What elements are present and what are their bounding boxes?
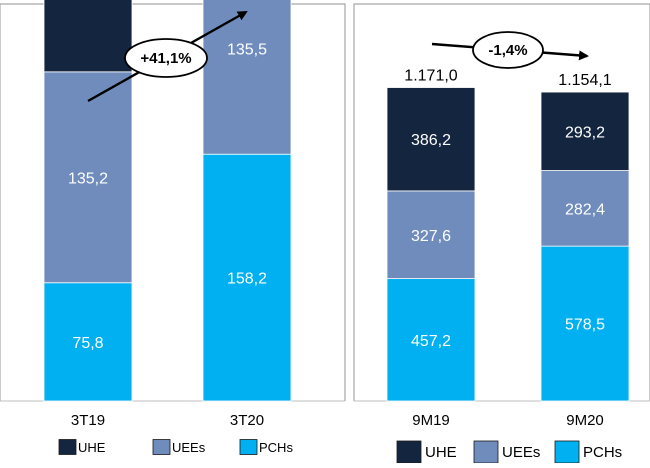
- legend-swatch-pchs: [239, 439, 258, 455]
- data-label-pchs-9m19: 457,2: [411, 333, 451, 350]
- legend-swatch-uhe: [396, 440, 422, 464]
- data-label-uees-9m19: 327,6: [411, 228, 451, 245]
- data-label-uees-3t19: 135,2: [68, 170, 108, 187]
- category-label-9m19: 9M19: [412, 412, 450, 429]
- legend-swatch-uees: [152, 439, 171, 455]
- growth-badge: [124, 38, 208, 78]
- data-label-pchs-3t19: 75,8: [72, 335, 103, 352]
- bar-segment-uhe-9m20: [540, 91, 630, 171]
- bar-segment-pchs-9m19: [386, 278, 476, 402]
- category-label-3t19: 3T19: [71, 412, 105, 429]
- legend-swatch-uees: [473, 440, 499, 464]
- data-label-pchs-9m20: 578,5: [565, 317, 605, 334]
- legend-swatch-pchs: [554, 440, 580, 464]
- legend-label-uhe: UHE: [78, 440, 106, 455]
- data-label-pchs-3t20: 158,2: [227, 271, 267, 288]
- legend-label-uees: UEEs: [172, 440, 206, 455]
- legend-label-pchs: PCHs: [583, 444, 622, 461]
- bar-segment-uees-9m20: [540, 170, 630, 247]
- panel-frame: [0, 3, 346, 401]
- category-label-9m20: 9M20: [566, 412, 604, 429]
- bar-segment-pchs-3t20: [202, 153, 292, 402]
- growth-badge: [472, 31, 544, 69]
- bar-segment-uees-3t19: [43, 71, 133, 284]
- data-label-uees-3t20: 135,5: [227, 42, 267, 59]
- panel-frame: [353, 3, 650, 401]
- total-label-9m19: 1.171,0: [404, 68, 457, 85]
- total-label-9m20: 1.154,1: [558, 72, 611, 89]
- data-label-uees-9m20: 282,4: [565, 201, 605, 218]
- category-label-3t20: 3T20: [230, 412, 264, 429]
- legend-label-uhe: UHE: [425, 444, 457, 461]
- bar-segment-uhe-3t19: [43, 0, 133, 73]
- growth-label: +41,1%: [140, 50, 191, 67]
- bar-segment-uhe-9m19: [386, 87, 476, 192]
- bar-segment-pchs-3t19: [43, 282, 133, 402]
- legend-swatch-uhe: [58, 439, 77, 455]
- legend-label-pchs: PCHs: [259, 440, 293, 455]
- data-label-uhe-9m20: 293,2: [565, 124, 605, 141]
- data-label-uhe-9m19: 386,2: [411, 132, 451, 149]
- bar-segment-uees-9m19: [386, 190, 476, 280]
- growth-label: -1,4%: [488, 42, 527, 59]
- bar-segment-uees-3t20: [202, 0, 292, 155]
- legend-label-uees: UEEs: [502, 444, 540, 461]
- bar-segment-pchs-9m20: [540, 245, 630, 402]
